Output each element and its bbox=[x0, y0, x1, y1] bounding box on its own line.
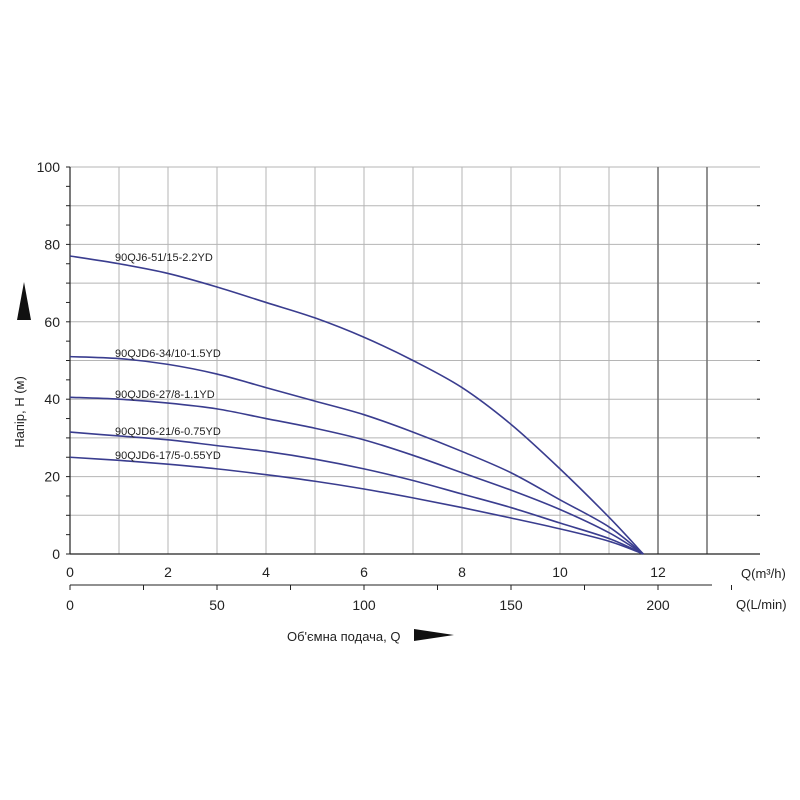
y-tick-label: 60 bbox=[44, 314, 60, 330]
x-axis-arrow-icon bbox=[414, 629, 454, 641]
x-tick-label: 12 bbox=[650, 564, 666, 580]
x-tick-label: 2 bbox=[164, 564, 172, 580]
series-lines bbox=[69, 255, 644, 555]
series-line-2 bbox=[69, 396, 644, 555]
x2-tick-label: 100 bbox=[352, 597, 376, 613]
series-line-0 bbox=[69, 255, 644, 555]
y-tick-label: 80 bbox=[44, 236, 60, 252]
x-tick-label: 6 bbox=[360, 564, 368, 580]
series-labels: 90QJ6-51/15-2.2YD 90QJD6-34/10-1.5YD 90QJD… bbox=[115, 252, 221, 462]
x-tick-label: 4 bbox=[262, 564, 270, 580]
x2-tick-label: 200 bbox=[646, 597, 670, 613]
x2-tick-label: 0 bbox=[66, 597, 74, 613]
y-axis-arrow-icon bbox=[17, 282, 31, 320]
series-label-3: 90QJD6-21/6-0.75YD bbox=[115, 426, 221, 438]
x-unit-primary: Q(m³/h) bbox=[741, 566, 786, 581]
series-label-0: 90QJ6-51/15-2.2YD bbox=[115, 252, 213, 264]
x-unit-secondary: Q(L/min) bbox=[736, 597, 787, 612]
y-tick-label: 0 bbox=[52, 546, 60, 562]
x-axis-title: Об'ємна подача, Q bbox=[287, 629, 400, 644]
y-tick-label: 20 bbox=[44, 469, 60, 485]
x-tick-label: 0 bbox=[66, 564, 74, 580]
x-tick-label: 8 bbox=[458, 564, 466, 580]
series-line-4 bbox=[69, 456, 644, 555]
y-axis-title: Напір, H (м) bbox=[12, 376, 27, 448]
series-label-1: 90QJD6-34/10-1.5YD bbox=[115, 348, 221, 360]
grid bbox=[70, 166, 760, 554]
series-line-1 bbox=[69, 355, 644, 555]
series-label-2: 90QJD6-27/8-1.1YD bbox=[115, 389, 215, 401]
x2-tick-label: 150 bbox=[499, 597, 523, 613]
x-tick-label: 10 bbox=[552, 564, 568, 580]
x2-tick-label: 50 bbox=[209, 597, 225, 613]
y-tick-label: 100 bbox=[37, 159, 61, 175]
axes: 0 20 40 60 80 100 0 2 4 6 8 10 12 0 50 100 150 200 bbox=[37, 159, 760, 613]
series-line-3 bbox=[69, 431, 644, 555]
series-label-4: 90QJD6-17/5-0.55YD bbox=[115, 450, 221, 462]
y-tick-label: 40 bbox=[44, 391, 60, 407]
